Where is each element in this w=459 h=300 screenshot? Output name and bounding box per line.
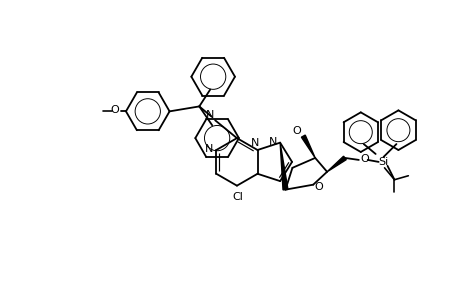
Text: Si: Si bbox=[378, 157, 388, 167]
Polygon shape bbox=[326, 156, 346, 172]
Text: O: O bbox=[111, 105, 119, 116]
Text: O: O bbox=[359, 154, 368, 164]
Text: N: N bbox=[206, 110, 214, 120]
Text: N: N bbox=[269, 137, 277, 147]
Text: O: O bbox=[291, 126, 300, 136]
Polygon shape bbox=[301, 135, 314, 158]
Text: O: O bbox=[314, 182, 323, 192]
Text: Cl: Cl bbox=[232, 192, 243, 202]
Text: N: N bbox=[251, 138, 259, 148]
Polygon shape bbox=[280, 143, 287, 190]
Text: N: N bbox=[205, 144, 213, 154]
